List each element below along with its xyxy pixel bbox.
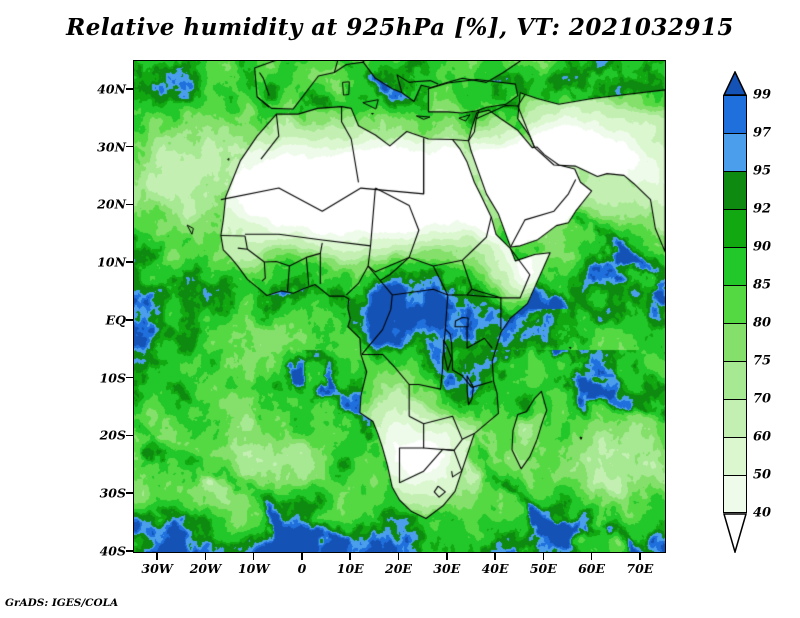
- lon-tick-label: 10E: [336, 561, 364, 576]
- lon-tick-label: 10W: [237, 561, 270, 576]
- colorbar-tick-label: 85: [753, 277, 772, 293]
- lon-tick-mark: [397, 552, 400, 560]
- colorbar-band: [723, 323, 747, 361]
- colorbar-tick-label: 95: [753, 163, 772, 179]
- colorbar-band: [723, 437, 747, 475]
- colorbar-tick-label: 50: [753, 467, 772, 483]
- lat-tick-mark: [126, 376, 133, 379]
- lat-tick-label: 40S: [99, 543, 126, 559]
- map-plot-area[interactable]: [133, 60, 666, 553]
- lat-tick-mark: [126, 145, 133, 148]
- lat-tick-label: 10N: [97, 254, 126, 270]
- lon-tick-label: 70E: [626, 561, 654, 576]
- lon-tick-label: 40E: [481, 561, 509, 576]
- colorbar-band: [723, 209, 747, 247]
- lat-tick-mark: [126, 434, 133, 437]
- lon-tick-label: 20E: [385, 561, 412, 576]
- humidity-field-canvas: [134, 61, 665, 552]
- lon-tick-label: 30W: [141, 561, 173, 576]
- lat-tick-label: 40N: [97, 81, 126, 97]
- lon-tick-mark: [590, 552, 593, 560]
- lon-tick-mark: [156, 552, 158, 560]
- lat-tick-label: 20N: [97, 196, 126, 212]
- colorbar-band: [723, 475, 747, 513]
- colorbar-band: [723, 133, 747, 171]
- lat-tick-label: 30S: [99, 485, 126, 501]
- lon-tick-label: 60E: [578, 561, 606, 576]
- lon-tick-mark: [204, 552, 207, 560]
- colorbar-tick-label: 99: [753, 87, 772, 103]
- colorbar-tick-label: 75: [753, 353, 772, 369]
- lon-tick-label: 30E: [433, 561, 461, 576]
- colorbar-tick-label: 40: [753, 505, 772, 521]
- colorbar-band: [723, 171, 747, 209]
- colorbar-tick-label: 80: [753, 315, 772, 331]
- lon-tick-label: 0: [297, 561, 307, 576]
- lat-tick-label: EQ: [105, 312, 126, 328]
- lon-tick-mark: [639, 552, 641, 560]
- colorbar-arrow-high: [722, 70, 748, 96]
- lon-tick-label: 20W: [189, 561, 222, 576]
- lon-tick-mark: [252, 552, 255, 560]
- colorbar-band: [723, 95, 747, 133]
- lon-tick-mark: [446, 552, 448, 560]
- lat-tick-mark: [126, 492, 133, 494]
- colorbar-band: [723, 285, 747, 323]
- credit-text: GrADS: IGES/COLA: [5, 597, 119, 609]
- colorbar-band: [723, 247, 747, 285]
- lat-tick-label: 30N: [97, 139, 126, 155]
- colorbar-tick-label: 60: [753, 429, 772, 445]
- lon-tick-label: 50E: [529, 561, 557, 576]
- colorbar-tick-label: 90: [753, 239, 772, 255]
- lon-tick-mark: [494, 552, 496, 560]
- lat-tick-mark: [126, 88, 133, 90]
- lat-tick-mark: [126, 261, 133, 263]
- lat-tick-mark: [126, 319, 133, 321]
- lat-tick-mark: [126, 550, 133, 552]
- colorbar-band: [723, 361, 747, 399]
- colorbar-tick-label: 92: [753, 201, 772, 217]
- lon-tick-mark: [542, 552, 545, 560]
- colorbar-arrow-low: [723, 513, 747, 555]
- colorbar-tick-label: 70: [753, 391, 772, 407]
- colorbar-band: [723, 399, 747, 437]
- lon-tick-mark: [301, 552, 303, 560]
- lat-tick-mark: [126, 203, 133, 206]
- lat-tick-label: 10S: [99, 370, 126, 386]
- lat-tick-label: 20S: [99, 427, 126, 443]
- lon-tick-mark: [349, 552, 351, 560]
- colorbar-legend[interactable]: 99 97 95 92 90 85 80 75 70 60 50 40: [722, 70, 771, 555]
- colorbar-tick-label: 97: [753, 125, 772, 141]
- page-title: Relative humidity at 925hPa [%], VT: 202…: [66, 14, 734, 41]
